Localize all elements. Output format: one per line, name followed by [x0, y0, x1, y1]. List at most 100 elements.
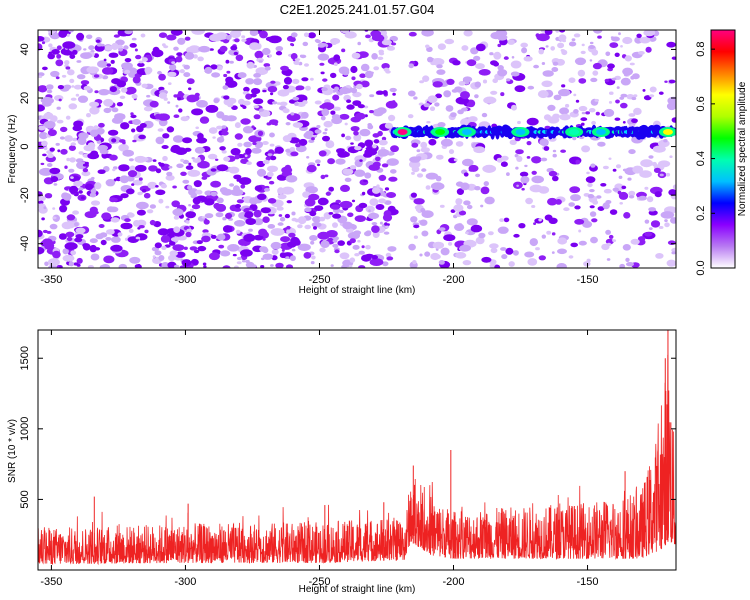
spectrogram-dot: [55, 142, 60, 146]
spectrogram-dot: [132, 139, 137, 143]
x-tick-label: -250: [308, 274, 330, 286]
spectrogram-dot: [286, 200, 292, 204]
spectrogram-dot: [132, 76, 141, 84]
spectrogram-dot: [202, 229, 209, 234]
spectrogram-dot: [227, 244, 240, 252]
spectrogram-dot: [39, 196, 46, 201]
spectrogram-dot: [412, 260, 417, 265]
spectrogram-dot: [168, 82, 172, 85]
spectrogram-dot: [166, 171, 173, 177]
spectrogram-dot: [655, 253, 664, 259]
spectrogram-dot: [376, 90, 384, 95]
spectrogram-dot: [148, 165, 158, 172]
spectrogram-dot: [346, 99, 352, 103]
spectrogram-dot: [230, 45, 238, 51]
spectrogram-dot: [203, 265, 207, 268]
spectrogram-dot: [611, 36, 620, 42]
spectrogram-dot: [136, 125, 144, 133]
spectrogram-dot: [192, 158, 202, 164]
spectrogram-dot: [379, 221, 383, 225]
spectrogram-dot: [311, 137, 315, 141]
spectrogram-dot: [333, 62, 338, 66]
spectrogram-dot: [357, 41, 362, 46]
spectrogram-dot: [468, 116, 478, 123]
spectrogram-dot: [161, 245, 167, 250]
spectrogram-dot: [245, 148, 252, 155]
spectrogram-dot: [420, 207, 426, 213]
spectrogram-dot: [365, 205, 375, 213]
spectrogram-dot: [109, 197, 117, 203]
spectrogram-dot: [221, 115, 230, 122]
spectrogram-dot: [515, 149, 524, 155]
spectrogram-dot: [365, 244, 371, 250]
spectrogram-dot: [90, 188, 97, 195]
spectrogram-dot: [361, 245, 365, 249]
spectrogram-dot: [103, 255, 115, 264]
spectrogram-dot: [269, 86, 277, 92]
snr-line: [38, 354, 676, 566]
spectrogram-dot: [650, 220, 661, 228]
spectrogram-xlabel: Height of straight line (km): [299, 285, 416, 296]
spectrogram-dot: [611, 77, 617, 81]
spectrogram-dot: [208, 127, 218, 134]
x-tick-label: -150: [577, 274, 599, 286]
spectrogram-dot: [190, 208, 194, 212]
spectrogram-dot: [112, 168, 116, 172]
spectrogram-dot: [524, 164, 528, 168]
spectrogram-dot: [232, 253, 237, 257]
spectrogram-dot: [169, 250, 178, 257]
spectrogram-dot: [538, 186, 550, 194]
spectrogram-dot: [306, 156, 310, 159]
spectrogram-dot: [383, 67, 390, 72]
spectrogram-dot: [241, 260, 246, 263]
spectrogram-dot: [386, 46, 396, 51]
spectrogram-dot: [288, 232, 296, 238]
spectrogram-dot: [631, 96, 637, 101]
spectrogram-dot: [337, 240, 346, 246]
spectrogram-dot: [172, 185, 177, 189]
spectrogram-dot: [269, 155, 277, 161]
spectrogram-dot: [233, 51, 239, 56]
spectrogram-dot: [592, 70, 599, 76]
spectrogram-dot: [236, 199, 244, 204]
spectrogram-dot: [97, 144, 108, 152]
spectrogram-dot: [473, 55, 481, 61]
spectrogram-dot: [59, 205, 68, 213]
spectrogram-dot: [57, 85, 64, 90]
spectrogram-dot: [529, 238, 538, 247]
spectrogram-dot: [223, 95, 230, 100]
spectrogram-dot: [154, 250, 162, 256]
x-tick-label: -350: [40, 576, 62, 588]
spectrogram-dot: [173, 215, 180, 220]
spectrogram-dot: [76, 74, 86, 80]
spectrogram-dot: [67, 69, 75, 76]
spectrogram-dot: [281, 186, 295, 195]
spectrogram-dot: [218, 244, 225, 249]
spectrogram-dot: [129, 256, 141, 264]
spectrogram-dot: [503, 56, 509, 60]
spectrogram-dot: [410, 216, 418, 223]
spectrogram-dot: [182, 179, 190, 184]
spectrogram-dot: [639, 36, 651, 44]
spectrogram-dot: [216, 125, 224, 130]
spectrogram-dot: [76, 60, 82, 63]
spectrogram-dot: [38, 36, 45, 42]
spectrogram-dot: [111, 138, 117, 143]
spectrogram-frame: [37, 29, 677, 269]
spectrogram-dot: [407, 114, 414, 119]
spectrogram-dot: [260, 207, 271, 214]
spectrogram-dot: [118, 164, 130, 172]
spectrogram-dot: [440, 138, 453, 147]
spectrogram-dot: [72, 49, 78, 55]
spectrogram-dot: [210, 64, 218, 70]
spectrogram-dot: [144, 66, 153, 74]
spectrogram-dot: [285, 122, 291, 126]
spectrogram-dot: [597, 141, 606, 147]
spectrogram-dot: [169, 63, 177, 71]
spectrogram-dot: [60, 126, 68, 133]
spectrogram-dot: [448, 149, 455, 155]
spectrogram-dot: [371, 53, 378, 60]
spectrogram-dot: [293, 60, 300, 65]
spectrogram-dot: [253, 73, 261, 78]
spectrogram-dot: [320, 174, 326, 180]
